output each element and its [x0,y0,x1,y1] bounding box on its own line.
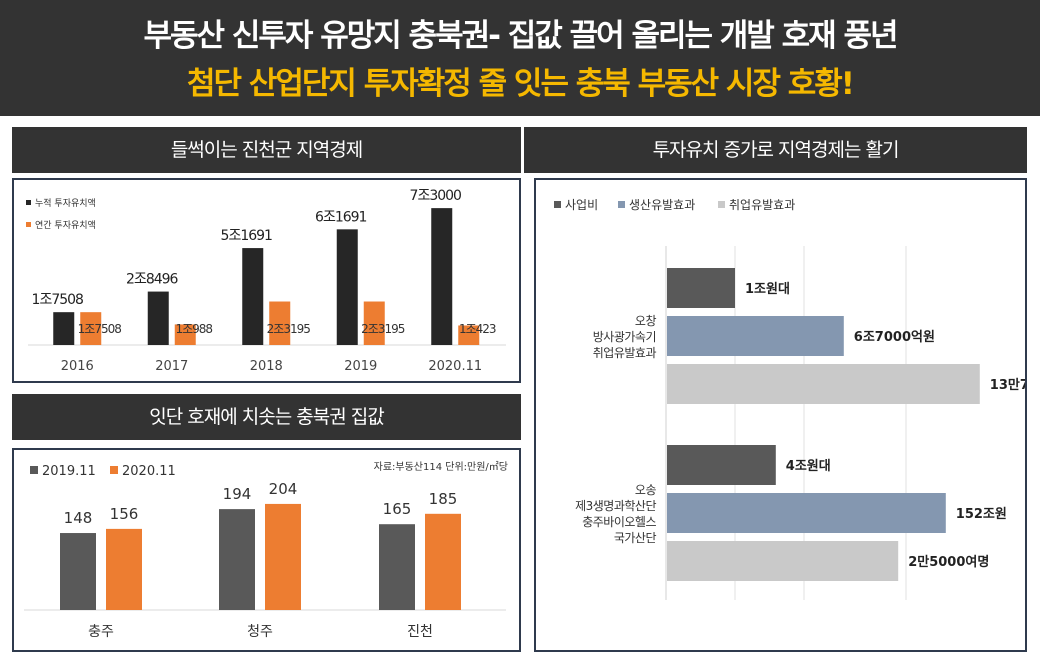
bar-annual-2 [269,301,291,345]
x-tick-label: 2016 [61,359,94,374]
category-label-line: 취업유발효과 [593,346,657,360]
section-title-jincheon: 들썩이는 진천군 지역경제 [12,127,521,173]
category-label-line: 방사광가속기 [593,330,656,344]
x-tick-label: 진천 [407,624,433,640]
data-label-cumulative: 6조1691 [315,209,367,225]
bar-annual-3 [363,301,385,345]
data-label: 204 [269,480,298,498]
section-title-house-prices: 잇단 호재에 치솟는 충북권 집값 [12,394,521,440]
data-label: 2만5000여명 [908,554,989,570]
effect-chart-panel: 사업비 생산유발효과 취업유발효과 오창 방사광가속기 취업유발효과 1조원대 6조7000억… [534,178,1027,652]
legend-label-2: 생산유발효과 [629,198,695,212]
effect-chart: 사업비 생산유발효과 취업유발효과오창방사광가속기취업유발효과1조원대6조7000억… [554,198,1025,600]
bar-2020.11-2 [425,513,461,610]
data-label-annual: 2조3195 [361,322,405,336]
category-label-line: 국가산단 [614,531,657,545]
bar-annual-4 [458,325,480,345]
data-label-cumulative: 7조3000 [410,188,462,204]
header-banner: 부동산 신투자 유망지 충북권- 집값 끌어 올리는 개발 호재 풍년 첨단 산… [0,0,1040,116]
section-title-investment: 투자유치 증가로 지역경제는 활기 [524,127,1027,173]
data-label-annual: 2조3195 [267,322,311,336]
x-tick-label: 2020.11 [428,359,482,374]
data-label-cumulative: 5조1691 [221,228,273,244]
bar-annual-0 [80,312,102,345]
bar-2019.11-0 [60,533,96,610]
header-title-line1: 부동산 신투자 유망지 충북권- 집값 끌어 올리는 개발 호재 풍년 [143,18,899,54]
data-label: 194 [223,485,252,503]
x-tick-label: 2018 [250,359,283,374]
bar-cumulative-2 [242,248,264,345]
category-label-line: 오창 [635,314,657,328]
bar-1-0 [667,445,776,485]
x-tick-label: 충주 [88,624,114,640]
legend-swatch-1 [26,200,31,205]
legend-swatch-3 [718,201,725,208]
legend-label-2020: 2020.11 [122,464,176,479]
data-label: 13만7000여명 [990,377,1025,393]
legend-swatch-2020 [110,466,118,474]
data-label-cumulative: 2조8496 [126,272,179,288]
data-label: 4조원대 [786,459,831,474]
x-tick-label: 2019 [344,359,377,374]
category-label-line: 오송 [635,483,657,497]
data-label-annual: 1조988 [175,322,212,336]
x-tick-label: 2017 [155,359,188,374]
bar-cumulative-3 [336,229,358,345]
data-label: 185 [429,490,458,508]
bar-cumulative-4 [431,208,453,345]
bar-2019.11-2 [379,524,415,610]
bar-0-2 [667,364,980,404]
bar-0-0 [667,268,735,308]
data-label: 148 [64,509,93,527]
bar-0-1 [667,316,844,356]
source-annotation: 자료:부동산114 단위:만원/㎡당 [374,460,508,473]
data-label: 165 [383,500,412,518]
data-label: 1조원대 [745,282,790,297]
legend-swatch-2 [26,222,31,227]
bar-2020.11-0 [106,528,142,610]
data-label-annual: 1조7508 [78,322,122,336]
data-label: 152조원 [956,507,1007,522]
bar-annual-1 [174,324,196,345]
legend-label-2019: 2019.11 [42,464,96,479]
legend-label-2: 연간 투자유치액 [35,219,96,231]
data-label: 6조7000억원 [854,330,935,345]
data-label-annual: 1조423 [459,322,496,336]
bar-1-2 [667,541,899,581]
bar-2019.11-1 [219,509,255,610]
legend-swatch-2 [618,201,625,208]
bar-2020.11-1 [265,503,301,610]
legend-swatch-1 [554,201,561,208]
bar-cumulative-1 [147,291,169,345]
legend-label-3: 취업유발효과 [729,198,795,212]
legend-label-1: 누적 투자유치액 [35,197,96,209]
x-tick-label: 청주 [247,624,273,640]
data-label-cumulative: 1조7508 [32,292,84,308]
category-label-line: 제3생명과학산단 [575,499,656,513]
data-label: 156 [110,505,139,523]
bar-cumulative-0 [53,312,75,345]
bar-1-1 [667,493,946,533]
header-title-line2: 첨단 산업단지 투자확정 줄 잇는 충북 부동산 시장 호황! [187,66,855,102]
category-label-line: 충주바이오헬스 [582,515,656,529]
legend-swatch-2019 [30,466,38,474]
legend-label-1: 사업비 [565,198,598,212]
